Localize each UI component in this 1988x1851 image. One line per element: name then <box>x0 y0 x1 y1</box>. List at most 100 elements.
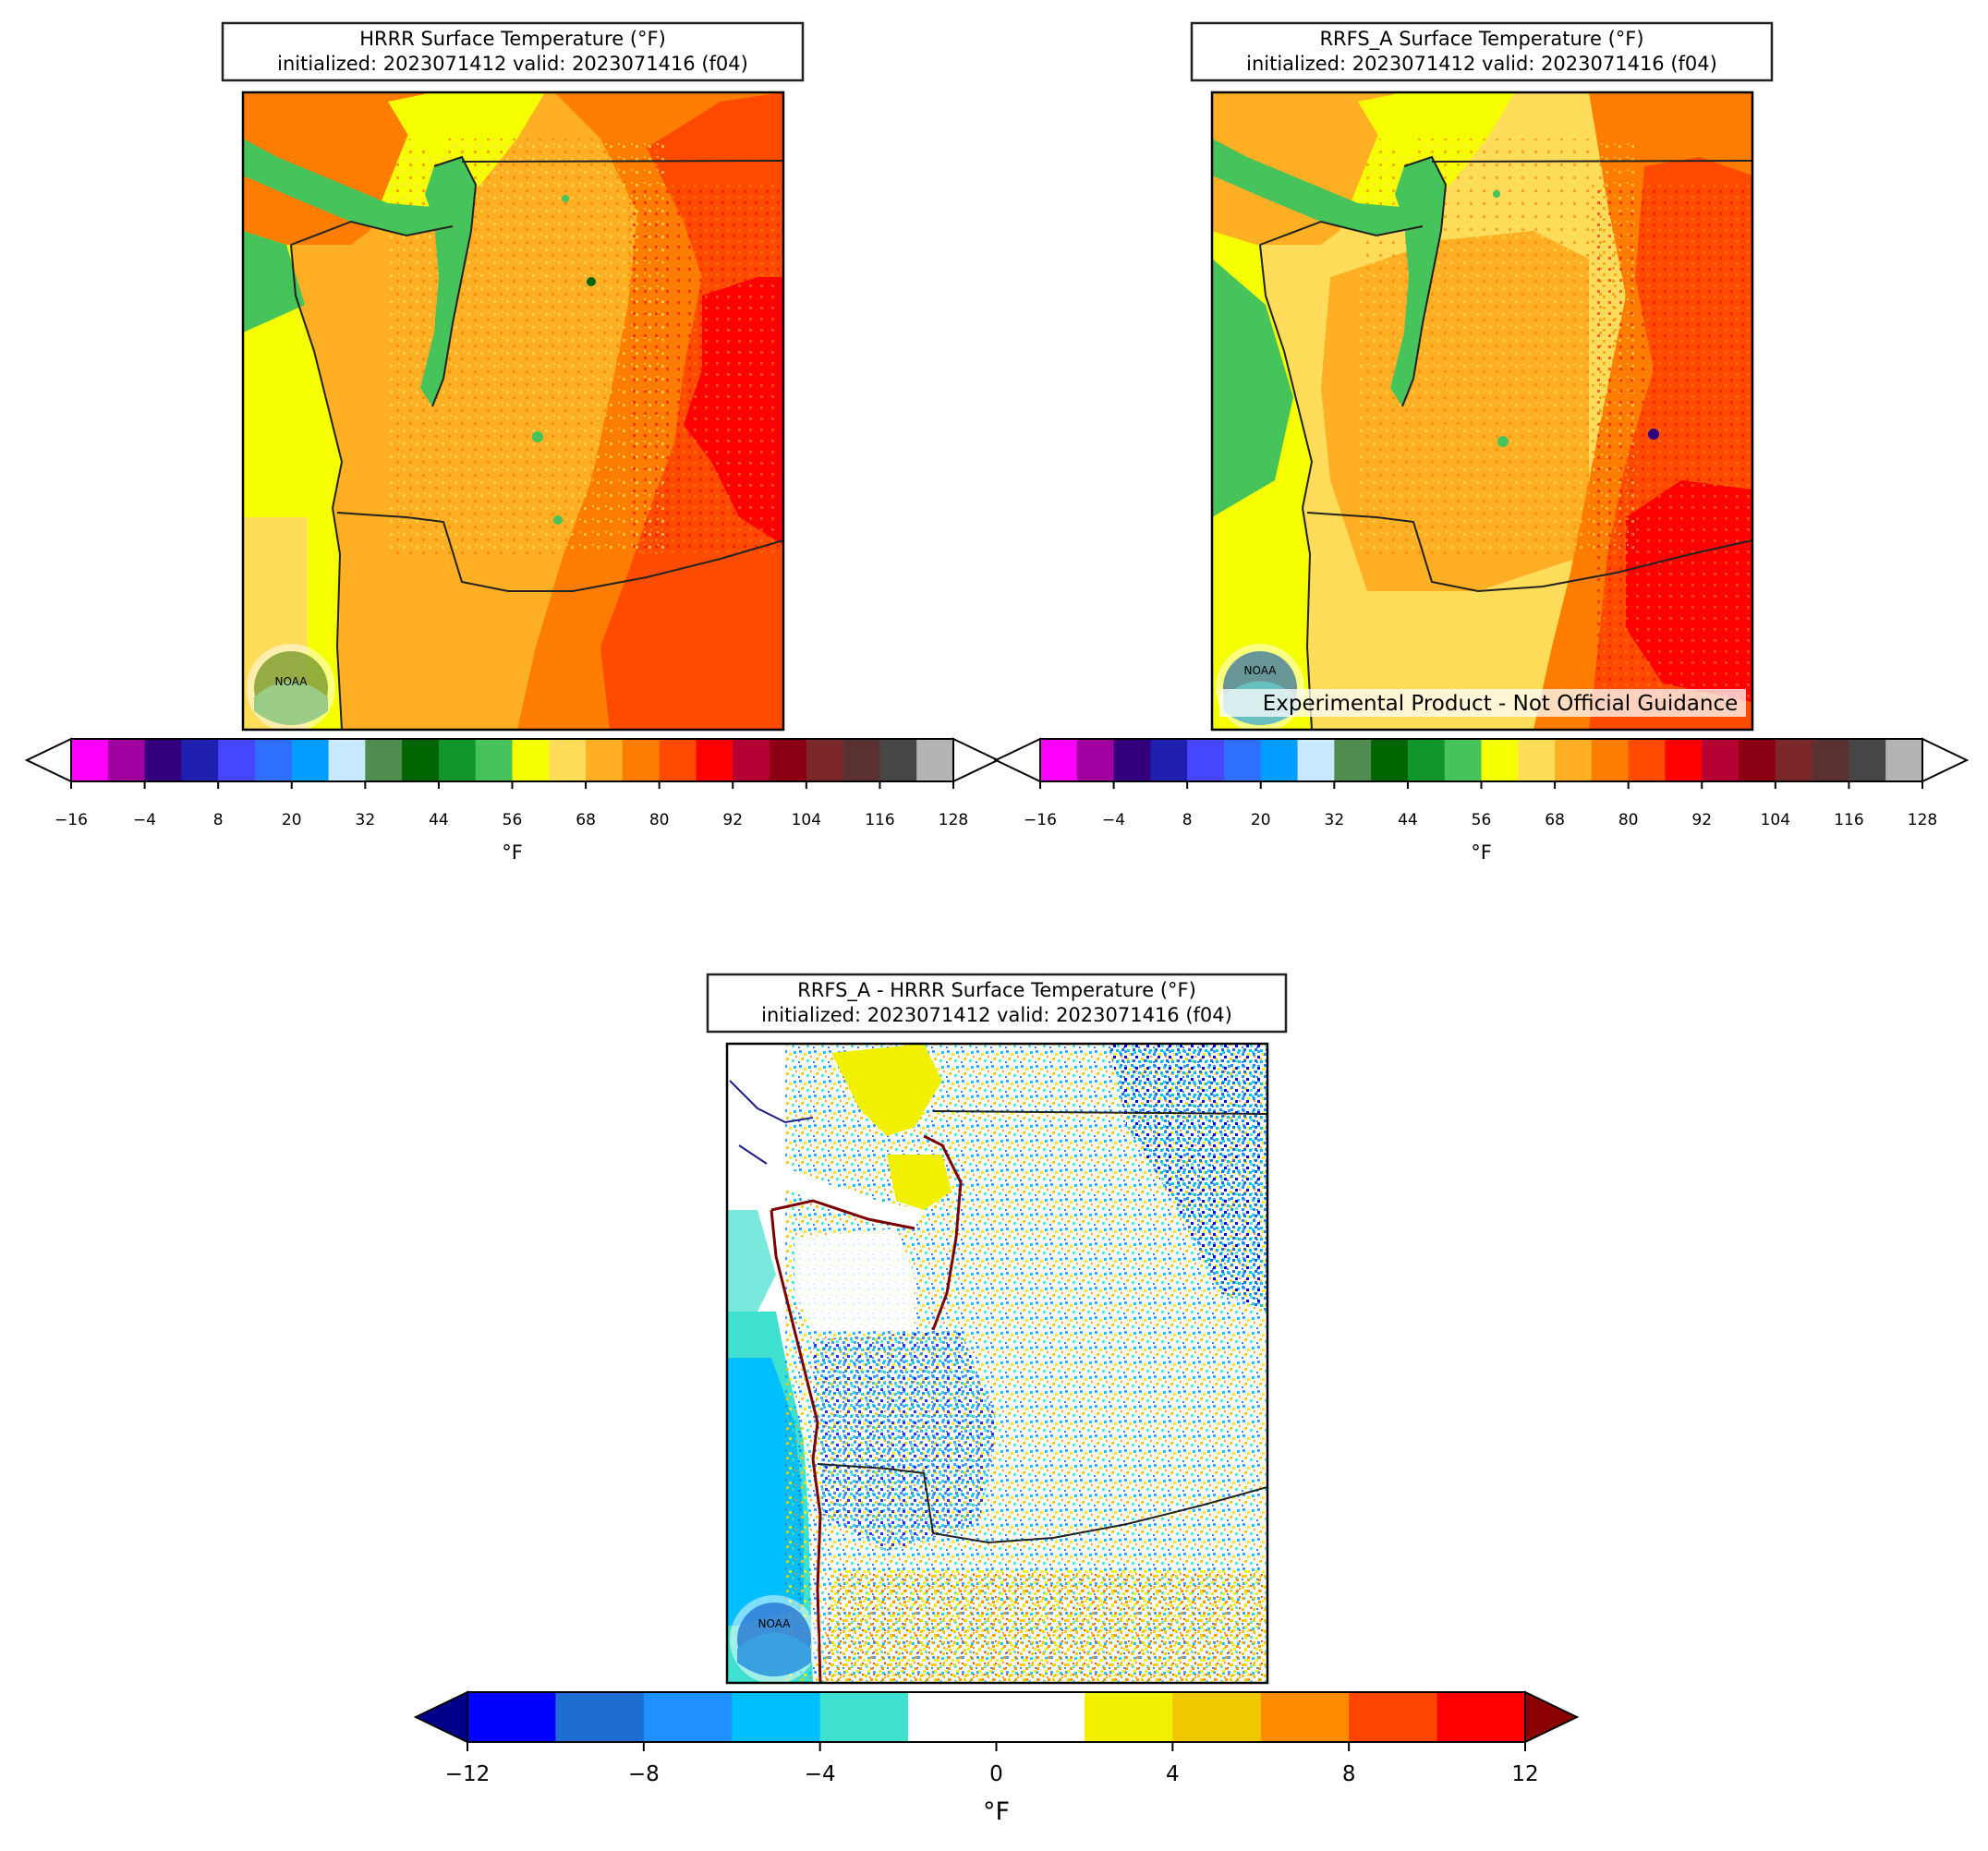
colorbar-swatch <box>1885 739 1923 781</box>
colorbar-swatch <box>1187 739 1225 781</box>
title-line-1: RRFS_A - HRRR Surface Temperature (°F) <box>797 979 1196 1002</box>
colorbar-tick-label: 12 <box>1511 1762 1538 1786</box>
colorbar-swatch <box>1040 739 1078 781</box>
colorbar-tick-label: 92 <box>722 811 743 829</box>
map-strait <box>1212 139 1423 236</box>
colorbar-swatch <box>819 1692 909 1742</box>
colorbar-tick-label: 8 <box>1182 811 1193 829</box>
noaa-logo-text: NOAA <box>1244 664 1278 677</box>
colorbar-swatch <box>879 739 917 781</box>
title-line-2: initialized: 2023071412 valid: 202307141… <box>277 53 748 75</box>
colorbar-tick-label: 20 <box>282 811 302 829</box>
map-speckle-hot <box>1589 185 1752 702</box>
colorbar-swatch <box>467 1692 557 1742</box>
colorbar-tick-label: −8 <box>628 1762 660 1786</box>
colorbar-swatch <box>806 739 844 781</box>
colorbar-swatch <box>770 739 807 781</box>
colorbar-tick-label: −16 <box>1024 811 1057 829</box>
colorbar-swatch <box>996 1692 1085 1742</box>
map-oregon-border <box>336 512 783 592</box>
colorbar-swatch <box>181 739 219 781</box>
colorbar-tick-label: 56 <box>1472 811 1492 829</box>
map-yellow-north <box>831 1044 942 1136</box>
colorbar-unit-label: °F <box>502 841 523 864</box>
colorbar-tick-label: 44 <box>1398 811 1418 829</box>
colorbar-swatch <box>475 739 514 781</box>
map-san-juan <box>388 92 453 157</box>
title-box: HRRR Surface Temperature (°F) initialize… <box>221 21 805 82</box>
map-lake <box>1497 436 1509 447</box>
map-lake <box>1648 429 1659 440</box>
colorbar-swatch <box>555 1692 645 1742</box>
map-canada-border <box>461 160 783 163</box>
map-hrrr[interactable]: NOAA <box>243 92 783 732</box>
colorbar-tick-label: 116 <box>1834 811 1863 829</box>
colorbar-tick-label: 4 <box>1166 1762 1180 1786</box>
colorbar-swatch <box>1076 739 1115 781</box>
map-oregon-border <box>817 1463 1267 1544</box>
colorbar-swatch <box>1444 739 1483 781</box>
colorbar-swatch <box>1739 739 1776 781</box>
panel-hrrr: NOAA HRRR Surface Temperature (°F) initi… <box>24 21 1000 864</box>
colorbar-extend-max <box>1921 737 1970 783</box>
colorbar-swatch <box>1349 1692 1438 1742</box>
map-coast-water <box>243 231 305 333</box>
colorbar-tick-label: 32 <box>1325 811 1345 829</box>
colorbar-swatch <box>1812 739 1850 781</box>
map-canada-border <box>1431 160 1752 163</box>
colorbar-swatch <box>328 739 366 781</box>
map-canada-border <box>932 1110 1267 1115</box>
colorbar-swatch <box>144 739 182 781</box>
colorbar-swatch <box>1260 739 1299 781</box>
colorbar-unit-label: °F <box>1471 841 1492 864</box>
panel-diff: NOAA RRFS_A - HRRR Surface Temperature (… <box>413 973 1580 1826</box>
map-coastline <box>1259 244 1314 730</box>
colorbar-swatch <box>1555 739 1593 781</box>
colorbar-swatch <box>365 739 403 781</box>
map-coastline <box>770 1134 963 1331</box>
colorbar-tick-label: −4 <box>133 811 156 829</box>
map-strait <box>243 139 453 236</box>
title-line-2: initialized: 2023071412 valid: 202307141… <box>1246 53 1717 75</box>
colorbar-tick-label: 32 <box>356 811 376 829</box>
colorbar-swatch <box>1113 739 1151 781</box>
colorbar-swatch <box>842 739 881 781</box>
noaa-logo-text: NOAA <box>275 675 309 688</box>
map-frame <box>725 1042 1269 1685</box>
colorbar-swatch <box>291 739 330 781</box>
map-frame <box>241 91 785 732</box>
map-rrfs[interactable]: NOAA Experimental Product - Not Official… <box>1212 92 1752 732</box>
colorbar-unit-label: °F <box>983 1797 1010 1826</box>
colorbar-swatch <box>71 739 109 781</box>
colorbar-swatch <box>107 739 146 781</box>
colorbar-diff: −12 −8 −4 0 4 8 12 °F <box>413 1690 1580 1826</box>
colorbar-hrrr: −16 −4 8 20 32 44 56 68 80 92 104 116 128 °F <box>24 737 1000 864</box>
map-ocean-sky <box>727 1358 804 1626</box>
colorbar-tick-label: −16 <box>55 811 88 829</box>
map-strait-white <box>771 1164 924 1228</box>
colorbar-swatch <box>908 1692 998 1742</box>
map-diff[interactable]: NOAA <box>727 1044 1267 1684</box>
colorbar-swatch <box>1297 739 1335 781</box>
colorbar-tick-label: 92 <box>1691 811 1712 829</box>
colorbar-swatch <box>586 739 624 781</box>
title-line-1: HRRR Surface Temperature (°F) <box>359 28 666 50</box>
colorbar-swatch <box>1223 739 1262 781</box>
colorbar-rrfs: −16 −4 8 20 32 44 56 68 80 92 104 116 128 °F <box>993 737 1970 864</box>
colorbar-extend-min <box>24 737 72 783</box>
experimental-watermark: Experimental Product - Not Official Guid… <box>1219 689 1746 717</box>
colorbar-tick-label: 104 <box>792 811 821 829</box>
colorbar-swatch <box>438 739 477 781</box>
map-lake <box>562 195 569 202</box>
colorbar-swatch <box>1665 739 1703 781</box>
colorbar-swatch <box>1334 739 1372 781</box>
colorbar-swatch <box>1260 1692 1350 1742</box>
colorbar-swatch <box>1518 739 1556 781</box>
colorbar-swatch <box>549 739 587 781</box>
colorbar-swatch <box>1150 739 1188 781</box>
colorbar-swatch <box>254 739 293 781</box>
panel-rrfs: NOAA Experimental Product - Not Official… <box>993 21 1970 864</box>
title-line-1: RRFS_A Surface Temperature (°F) <box>1319 28 1643 51</box>
colorbar-tick-label: −4 <box>1102 811 1125 829</box>
